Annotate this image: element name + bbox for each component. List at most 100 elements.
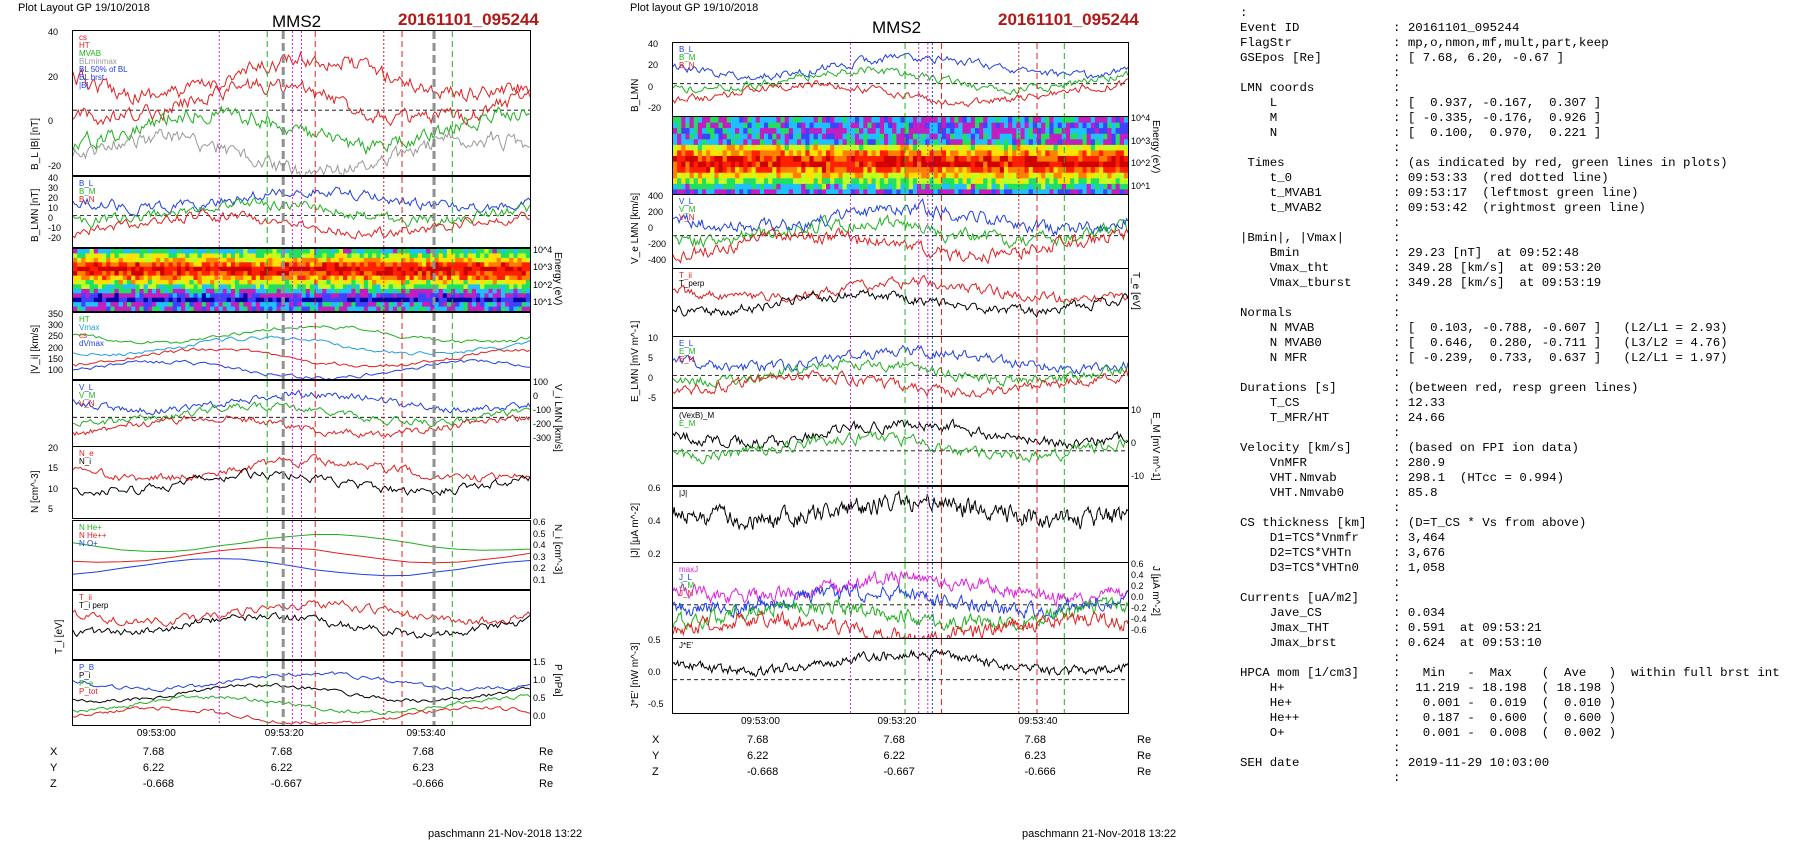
spectrogram-cell bbox=[397, 262, 402, 268]
y-axis-label: J*E' [nW m^-3] bbox=[630, 642, 641, 709]
x-tick-label: 09:53:20 bbox=[264, 728, 304, 739]
y-tick-label: 0.4 bbox=[533, 540, 546, 551]
spectrogram-cell bbox=[788, 133, 794, 140]
plot-panel: V_L V_M V_N bbox=[72, 380, 531, 448]
spectrogram-cell bbox=[747, 178, 753, 185]
spectrogram-cell bbox=[301, 262, 307, 268]
spectrogram-cell bbox=[1107, 189, 1112, 195]
series-line bbox=[673, 596, 1128, 632]
spectrogram-cell bbox=[954, 133, 959, 140]
spectrogram-cell bbox=[821, 156, 827, 163]
spectrogram-cell bbox=[476, 293, 481, 299]
spectrogram-cell bbox=[143, 262, 149, 268]
spectrogram-cell bbox=[417, 297, 423, 303]
spectrogram-cell bbox=[962, 189, 968, 195]
spectrogram-cell bbox=[979, 122, 984, 129]
spectrogram-cell bbox=[697, 144, 703, 152]
spectrogram-cell bbox=[185, 293, 190, 299]
spectrogram-cell bbox=[314, 297, 319, 303]
spectrogram-cell bbox=[297, 253, 303, 259]
spectrogram-cell bbox=[247, 288, 253, 294]
spectrogram-cell bbox=[776, 189, 782, 195]
spectrogram-cell bbox=[214, 253, 220, 259]
spectrogram-cell bbox=[677, 144, 682, 152]
summary-row: O+: 0.001 - 0.008 ( 0.002 ) bbox=[1240, 726, 1800, 741]
spectrogram-cell bbox=[1020, 189, 1026, 195]
spectrogram-cell bbox=[888, 117, 893, 124]
y-axis-label: E_LMN [mV m^-1] bbox=[630, 320, 641, 402]
spectrogram-cell bbox=[463, 266, 469, 272]
spectrogram-cell bbox=[235, 249, 240, 254]
spectrogram-cell bbox=[929, 117, 935, 124]
spectrogram-cell bbox=[334, 271, 340, 277]
spectrogram-cell bbox=[706, 122, 711, 129]
spectrogram-cell bbox=[264, 306, 269, 311]
spectrogram-cell bbox=[735, 144, 740, 152]
spectrogram-cell bbox=[147, 284, 153, 290]
spectrogram-cell bbox=[122, 257, 128, 263]
spectrogram-cell bbox=[97, 297, 103, 303]
spectrogram-cell bbox=[368, 288, 373, 294]
spectrogram-cell bbox=[147, 275, 153, 281]
spectrogram-cell bbox=[673, 183, 678, 191]
spectrogram-cell bbox=[937, 128, 943, 135]
spectrogram-cell bbox=[127, 302, 132, 308]
spectrogram-cell bbox=[1070, 156, 1075, 163]
spectrogram-cell bbox=[855, 167, 860, 174]
spectrogram-cell bbox=[863, 128, 868, 135]
spectrogram-cell bbox=[784, 122, 790, 129]
spectrogram-cell bbox=[488, 266, 494, 272]
spectrogram-cell bbox=[384, 262, 390, 268]
spectrogram-cell bbox=[1028, 117, 1034, 124]
spectrogram-cell bbox=[193, 293, 199, 299]
spectrogram-cell bbox=[826, 183, 831, 191]
spectrogram-cell bbox=[755, 172, 761, 179]
spectrogram-cell bbox=[272, 257, 278, 263]
spectrogram-cell bbox=[81, 288, 87, 294]
spectrogram-cell bbox=[438, 271, 444, 277]
spectrogram-cell bbox=[941, 156, 947, 163]
spectrogram-cell bbox=[102, 280, 107, 285]
spectrogram-cell bbox=[888, 161, 893, 168]
spectrogram-cell bbox=[689, 133, 695, 140]
spectrogram-cell bbox=[1086, 122, 1092, 129]
spectrogram-cell bbox=[314, 271, 319, 277]
spectrogram-cell bbox=[525, 306, 530, 311]
spectrogram-cell bbox=[210, 297, 215, 303]
spectrogram-cell bbox=[892, 150, 897, 157]
spectrogram-cell bbox=[143, 284, 149, 290]
spectrogram-cell bbox=[426, 280, 431, 285]
spectrogram-cell bbox=[991, 117, 997, 124]
spectrogram-cell bbox=[1061, 150, 1067, 157]
spectrogram-cell bbox=[426, 275, 431, 281]
spectrogram-cell bbox=[326, 253, 332, 259]
spectrogram-cell bbox=[759, 189, 765, 195]
spectrogram-cell bbox=[838, 183, 844, 191]
spectrogram-cell bbox=[189, 302, 195, 308]
spectrogram-cell bbox=[987, 178, 993, 185]
spectrogram-cell bbox=[983, 144, 988, 152]
spectrogram-cell bbox=[205, 284, 211, 290]
spectrogram-cell bbox=[1032, 156, 1038, 163]
spectrogram-cell bbox=[81, 257, 87, 263]
spectrogram-cell bbox=[422, 297, 427, 303]
y-tick-label: -10 bbox=[1131, 471, 1145, 481]
spectrogram-cell bbox=[359, 293, 365, 299]
spectrogram-cell bbox=[214, 293, 220, 299]
spectrogram-cell bbox=[81, 253, 87, 259]
spectrogram-cell bbox=[168, 266, 174, 272]
spectrogram-cell bbox=[999, 161, 1005, 168]
spectrogram-cell bbox=[214, 275, 220, 281]
spectrogram-cell bbox=[151, 262, 157, 268]
spectrogram-cell bbox=[780, 150, 786, 157]
spectrogram-cell bbox=[318, 284, 323, 290]
legend-entry: B_L bbox=[79, 179, 94, 188]
spectrogram-cell bbox=[1008, 172, 1013, 179]
spectrogram-cell bbox=[793, 156, 798, 163]
spectrogram-cell bbox=[318, 288, 323, 294]
spectrogram-cell bbox=[372, 266, 377, 272]
panel-svg bbox=[73, 313, 530, 379]
spectrogram-cell bbox=[397, 253, 402, 259]
spectrogram-cell bbox=[937, 172, 943, 179]
spectrogram-cell bbox=[702, 156, 707, 163]
